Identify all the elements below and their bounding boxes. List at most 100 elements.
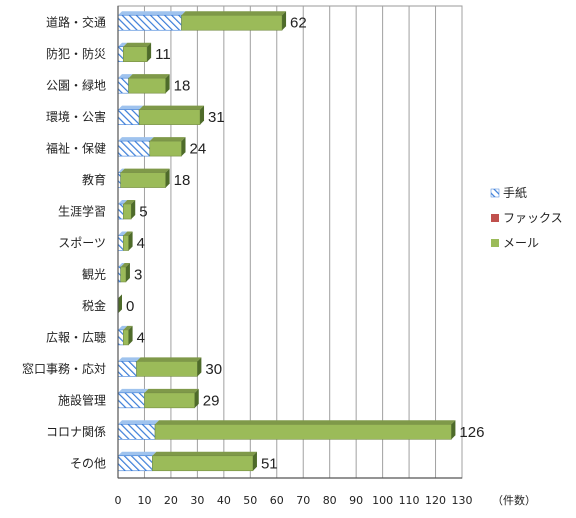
category-label: 防犯・防災 bbox=[46, 46, 106, 61]
category-label: 道路・交通 bbox=[46, 15, 106, 30]
bar-手紙 bbox=[117, 14, 182, 31]
bar-top-face bbox=[118, 168, 125, 173]
bar-メール bbox=[152, 455, 254, 472]
data-label: 18 bbox=[174, 78, 191, 95]
bar-end-face bbox=[197, 357, 202, 377]
bar-top-face bbox=[123, 325, 133, 330]
bar-top-face bbox=[118, 325, 128, 330]
bar-top-face bbox=[136, 357, 202, 362]
bar-top-face bbox=[118, 388, 149, 393]
bar-メール bbox=[181, 14, 283, 31]
bar-メール bbox=[149, 140, 182, 157]
bar-メール bbox=[120, 266, 127, 283]
bar-top-face bbox=[152, 451, 257, 456]
bar-top-face bbox=[118, 231, 128, 236]
bar-手紙 bbox=[117, 77, 129, 94]
bar-top-face bbox=[155, 420, 456, 425]
bar-end-face bbox=[252, 451, 257, 471]
category-label: 観光 bbox=[82, 267, 106, 281]
axes: 0 10 20 30 40 50 60 70 80 90 100 110 120 130 （件数）道路・交通… bbox=[22, 6, 536, 507]
bar-end-face bbox=[181, 137, 186, 157]
data-label: 62 bbox=[290, 15, 307, 32]
bar-end-face bbox=[200, 105, 205, 125]
x-tick-label: 100 bbox=[372, 494, 393, 507]
category-label: 福祉・保健 bbox=[46, 141, 106, 156]
bar-end-face bbox=[147, 42, 152, 62]
bar-top-face bbox=[123, 200, 136, 205]
x-tick-label: 130 bbox=[452, 494, 473, 507]
bar-top-face bbox=[118, 357, 141, 362]
bar-top-face bbox=[123, 231, 133, 236]
bar-end-face bbox=[128, 231, 133, 251]
x-tick-label: 10 bbox=[137, 494, 151, 507]
x-tick-label: 0 bbox=[115, 494, 122, 507]
bar-メール bbox=[154, 423, 452, 440]
bar-メール bbox=[136, 361, 198, 377]
bar-メール bbox=[122, 235, 129, 251]
data-label: 0 bbox=[126, 298, 134, 315]
bar-top-face bbox=[118, 200, 128, 205]
bar-top-face bbox=[120, 168, 170, 173]
category-label: スポーツ bbox=[58, 236, 106, 250]
bar-end-face bbox=[451, 420, 456, 440]
data-label: 5 bbox=[139, 204, 147, 221]
data-label: 31 bbox=[208, 109, 225, 126]
legend-swatch bbox=[491, 214, 499, 222]
category-label: 税金 bbox=[82, 298, 106, 313]
gridlines bbox=[117, 5, 463, 479]
data-label: 30 bbox=[205, 361, 222, 378]
bar-end-face bbox=[118, 294, 122, 314]
category-label: 教育 bbox=[82, 172, 106, 187]
bar-手紙 bbox=[117, 46, 124, 63]
data-label: 29 bbox=[203, 392, 220, 409]
category-label: 窓口事務・応対 bbox=[22, 361, 106, 376]
data-label: 3 bbox=[134, 266, 142, 283]
data-label: 51 bbox=[261, 455, 278, 472]
bar-メール bbox=[138, 109, 201, 125]
bar-end-face bbox=[125, 262, 130, 282]
x-tick-label: 20 bbox=[164, 494, 178, 507]
bar-手紙 bbox=[117, 392, 145, 409]
x-tick-label: 90 bbox=[349, 494, 363, 507]
legend-swatch bbox=[490, 188, 500, 198]
x-tick-label: 30 bbox=[190, 494, 204, 507]
data-label: 4 bbox=[137, 235, 145, 252]
x-axis-unit-label: （件数） bbox=[492, 494, 536, 507]
legend-label: ファックス bbox=[503, 211, 563, 225]
category-label: 生涯学習 bbox=[58, 204, 106, 219]
data-label: 4 bbox=[137, 329, 145, 346]
bar-メール bbox=[122, 329, 129, 346]
bar-手紙 bbox=[117, 423, 156, 440]
bar-top-face bbox=[118, 74, 133, 79]
category-label: その他 bbox=[70, 456, 106, 470]
bar-メール bbox=[128, 77, 166, 94]
bar-end-face bbox=[165, 168, 170, 188]
category-label: 環境・公害 bbox=[46, 109, 106, 124]
bar-top-face bbox=[118, 42, 128, 47]
bar-手紙 bbox=[117, 109, 140, 125]
bar-end-face bbox=[165, 74, 170, 94]
x-tick-label: 120 bbox=[425, 494, 446, 507]
bar-top-face bbox=[139, 105, 205, 110]
category-label: 公園・緑地 bbox=[46, 78, 106, 93]
x-tick-label: 40 bbox=[217, 494, 231, 507]
bar-end-face bbox=[282, 11, 287, 31]
bar-top-face bbox=[144, 388, 199, 393]
x-tick-label: 50 bbox=[243, 494, 257, 507]
bar-end-face bbox=[131, 200, 136, 220]
bar-手紙 bbox=[117, 361, 137, 377]
bar-top-face bbox=[123, 42, 152, 47]
bar-手紙 bbox=[117, 140, 151, 157]
bar-top-face bbox=[118, 262, 125, 267]
legend-swatch bbox=[491, 239, 499, 247]
x-tick-label: 70 bbox=[296, 494, 310, 507]
bar-メール bbox=[120, 172, 166, 188]
bar-top-face bbox=[149, 137, 186, 142]
data-label: 18 bbox=[174, 172, 191, 189]
bar-手紙 bbox=[117, 329, 124, 346]
x-tick-label: 110 bbox=[399, 494, 420, 507]
bar-メール bbox=[122, 203, 132, 220]
